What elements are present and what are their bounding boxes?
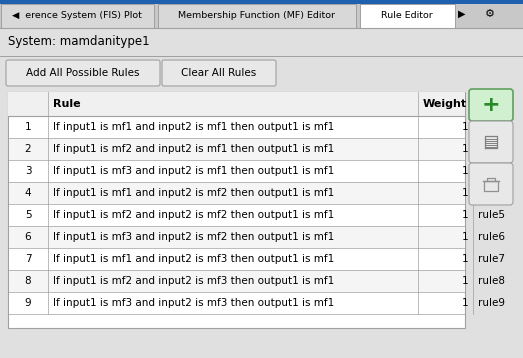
Text: Clear All Rules: Clear All Rules [181,68,257,78]
Text: 1: 1 [461,232,468,242]
Bar [9,160,464,182]
Text: Name: Name [478,99,514,109]
Text: 4: 4 [25,188,31,198]
Text: 8: 8 [25,276,31,286]
Bar [9,226,464,248]
Text: Membership Function (MF) Editor: Membership Function (MF) Editor [178,11,335,20]
Text: 1: 1 [461,122,468,132]
Text: If input1 is mf1 and input2 is mf3 then output1 is mf1: If input1 is mf1 and input2 is mf3 then … [53,254,334,264]
Bar [360,4,455,28]
Text: 1: 1 [461,166,468,176]
Text: If input1 is mf3 and input2 is mf2 then output1 is mf1: If input1 is mf3 and input2 is mf2 then … [53,232,334,242]
Text: ▶: ▶ [458,9,466,19]
Text: +: + [482,95,501,115]
Bar [9,138,464,160]
Text: System: mamdanitype1: System: mamdanitype1 [8,35,150,48]
Text: rule8: rule8 [478,276,505,286]
FancyBboxPatch shape [6,60,160,86]
Text: 1: 1 [25,122,31,132]
Text: rule3: rule3 [478,166,505,176]
Bar [484,181,498,191]
Text: rule5: rule5 [478,210,505,220]
Text: 1: 1 [461,298,468,308]
Text: If input1 is mf2 and input2 is mf2 then output1 is mf1: If input1 is mf2 and input2 is mf2 then … [53,210,334,220]
Bar [0,0,523,4]
Text: ⚙: ⚙ [485,9,495,19]
Bar [8,92,465,116]
FancyBboxPatch shape [469,89,513,121]
Text: 6: 6 [25,232,31,242]
Text: 1: 1 [461,188,468,198]
Text: 9: 9 [25,298,31,308]
Text: rule6: rule6 [478,232,505,242]
Text: 1: 1 [461,276,468,286]
Text: rule9: rule9 [478,298,505,308]
Bar [9,204,464,226]
Text: rule4: rule4 [478,188,505,198]
Bar [9,116,464,138]
Text: If input1 is mf1 and input2 is mf1 then output1 is mf1: If input1 is mf1 and input2 is mf1 then … [53,122,334,132]
Text: ◀  erence System (FIS) Plot: ◀ erence System (FIS) Plot [12,11,142,20]
Text: 1: 1 [461,144,468,154]
Text: If input1 is mf3 and input2 is mf3 then output1 is mf1: If input1 is mf3 and input2 is mf3 then … [53,298,334,308]
Text: 3: 3 [25,166,31,176]
Bar [0,28,523,56]
Text: If input1 is mf3 and input2 is mf1 then output1 is mf1: If input1 is mf3 and input2 is mf1 then … [53,166,334,176]
Text: If input1 is mf2 and input2 is mf1 then output1 is mf1: If input1 is mf2 and input2 is mf1 then … [53,144,334,154]
Bar [9,182,464,204]
Bar [9,292,464,314]
Text: rule1: rule1 [478,122,505,132]
Text: 1: 1 [461,254,468,264]
FancyBboxPatch shape [162,60,276,86]
Bar [8,92,465,328]
Text: 2: 2 [25,144,31,154]
Text: 1: 1 [461,210,468,220]
Bar [9,270,464,292]
Text: 5: 5 [25,210,31,220]
Bar [158,4,356,28]
FancyBboxPatch shape [469,163,513,205]
Text: Rule: Rule [53,99,81,109]
Text: If input1 is mf2 and input2 is mf3 then output1 is mf1: If input1 is mf2 and input2 is mf3 then … [53,276,334,286]
Bar [9,248,464,270]
Text: 7: 7 [25,254,31,264]
Text: Weight: Weight [423,99,467,109]
Bar [1,4,154,28]
Bar [0,56,523,92]
Text: rule7: rule7 [478,254,505,264]
FancyBboxPatch shape [469,121,513,163]
Text: Rule Editor: Rule Editor [381,11,433,20]
Text: If input1 is mf1 and input2 is mf2 then output1 is mf1: If input1 is mf1 and input2 is mf2 then … [53,188,334,198]
Bar [0,4,523,28]
Text: Add All Possible Rules: Add All Possible Rules [26,68,140,78]
Text: rule2: rule2 [478,144,505,154]
